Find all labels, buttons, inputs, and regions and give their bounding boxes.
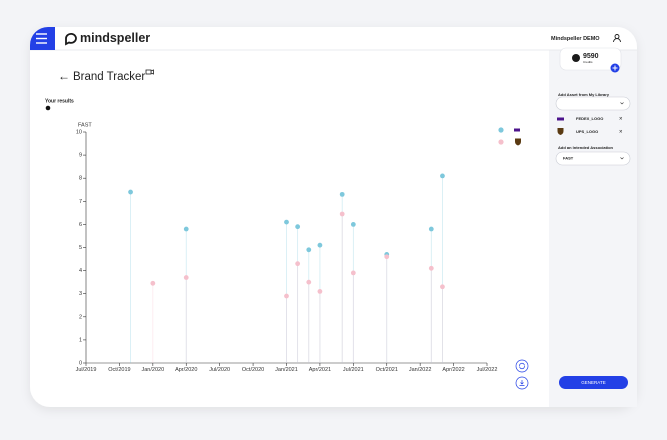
data-point (384, 254, 390, 260)
data-point (428, 226, 434, 232)
y-tick-label: 7 (79, 199, 82, 205)
asset-name: FEDEX_LOGO (576, 116, 603, 121)
video-icon[interactable] (145, 69, 154, 75)
data-point (183, 275, 189, 280)
y-tick-label: 5 (79, 245, 82, 251)
data-point (150, 280, 156, 286)
credits-label: Credits (583, 60, 593, 64)
data-point (295, 261, 301, 267)
x-tick-label: Jul/2020 (209, 367, 230, 373)
user-icon[interactable] (613, 34, 621, 43)
y-tick-label: 4 (79, 268, 82, 274)
data-point (306, 279, 312, 285)
x-tick-label: Oct/2019 (108, 367, 130, 373)
asset-name: UPS_LOGO (576, 129, 598, 134)
legend-marker[interactable] (498, 127, 504, 133)
x-tick-label: Apr/2022 (442, 367, 464, 373)
data-point (284, 219, 289, 225)
data-point (428, 265, 434, 271)
data-point (295, 224, 301, 230)
data-point (317, 288, 323, 294)
x-tick-label: Oct/2020 (242, 367, 264, 373)
data-point (350, 270, 356, 276)
refresh-icon (519, 362, 525, 370)
x-tick-label: Jul/2021 (343, 367, 364, 373)
back-arrow[interactable]: ← (58, 69, 70, 83)
library-label: Add Asset from My Library (558, 92, 610, 97)
credits-box (559, 47, 622, 71)
x-tick-label: Oct/2021 (376, 367, 398, 373)
library-dropdown[interactable] (555, 96, 631, 111)
y-tick-label: 1 (79, 337, 82, 343)
brand-name: mindspeller (80, 31, 150, 45)
x-tick-label: Jan/2021 (275, 367, 298, 373)
dropdown-caret (620, 102, 624, 105)
app-card (30, 27, 637, 407)
chart: 0 1 2 3 4 5 6 7 8 9 10 Jul/2019 Oct/2019 Jan/2020 Apr/… (76, 129, 498, 373)
data-point (306, 247, 312, 253)
menu-icon (36, 33, 47, 44)
remove-asset[interactable]: × (619, 130, 623, 136)
x-tick-label: Apr/2020 (175, 367, 197, 373)
refresh-button[interactable] (515, 359, 529, 373)
asset-thumb (557, 117, 564, 121)
data-point (440, 284, 445, 290)
y-tick-label: 2 (79, 314, 82, 320)
page-title: Brand Tracker (73, 71, 145, 83)
user-name[interactable]: Mindspeller DEMO (551, 36, 600, 42)
x-tick-label: Apr/2021 (309, 367, 331, 373)
info-icon[interactable] (45, 105, 51, 111)
logo-icon (65, 33, 77, 46)
association-label: Add an Intended Association (558, 145, 614, 150)
credits-value: 9590 (583, 53, 599, 60)
data-point (339, 211, 345, 217)
data-point (317, 242, 323, 248)
dropdown-caret (620, 157, 624, 160)
y-tick-label: 9 (79, 153, 82, 159)
y-tick-label: 8 (79, 176, 82, 182)
plus-icon (612, 65, 618, 71)
generate-label: GENERATE (581, 380, 605, 385)
credits-icon (572, 54, 580, 62)
data-point (339, 191, 345, 197)
asset-thumb (557, 128, 564, 135)
y-axis-label: FAST (78, 122, 92, 128)
data-point (128, 189, 133, 195)
y-tick-label: 6 (79, 222, 82, 228)
legend-marker[interactable] (498, 139, 504, 145)
x-tick-label: Jul/2022 (477, 367, 498, 373)
legend-logo-fedex (514, 128, 520, 132)
sidebar-corner (549, 387, 637, 407)
x-tick-label: Jan/2022 (409, 367, 432, 373)
download-icon (519, 380, 525, 386)
x-tick-label: Jan/2020 (142, 367, 165, 373)
results-label: Your results (45, 98, 74, 104)
remove-asset[interactable]: × (619, 117, 623, 123)
legend-logo-ups (515, 138, 521, 146)
y-tick-label: 0 (79, 360, 82, 366)
x-tick-label: Jul/2019 (76, 367, 97, 373)
data-point (183, 226, 189, 232)
data-point (350, 222, 356, 227)
y-tick-label: 3 (79, 291, 82, 297)
association-value: FAST (563, 156, 574, 161)
association-dropdown[interactable] (555, 151, 631, 166)
y-tick-label: 10 (76, 129, 82, 135)
generate-button[interactable] (559, 376, 628, 389)
data-point (440, 173, 445, 179)
data-point (284, 293, 289, 299)
